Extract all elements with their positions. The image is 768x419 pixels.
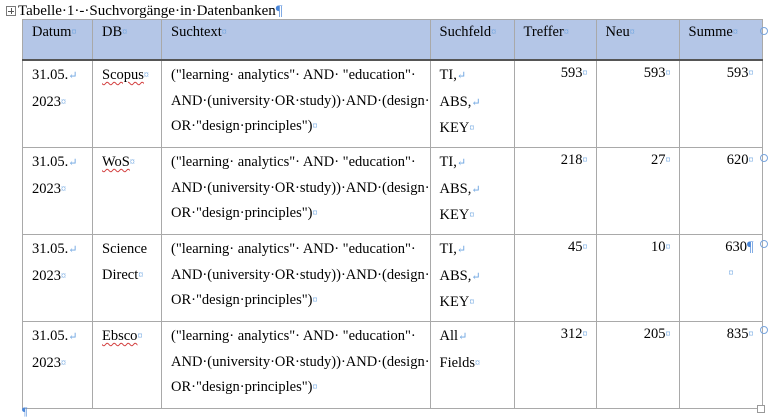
db-cell[interactable]: WoS¤ [92,147,162,235]
date-cell[interactable]: 31.05.↵ 2023¤ [22,234,93,322]
query-cell[interactable]: ("learning· analytics"· AND· "education"… [161,234,431,322]
db-cell[interactable]: Ebsco¤ [92,321,162,409]
search-table: Datum¤ DB¤ Suchtext¤ Suchfeld¤ Treffer¤ … [22,19,763,409]
field-cell[interactable]: All↵ Fields¤ [429,321,515,409]
new-cell[interactable]: 10¤ [595,234,680,322]
row-end-marker [760,240,768,248]
hits-cell[interactable]: 218¤ [513,147,597,235]
table-resize-handle-icon[interactable] [757,405,765,413]
date-cell[interactable]: 31.05.↵ 2023¤ [22,59,93,148]
table-row: 31.05.↵ 2023¤ Ebsco¤ ("learning· analytic… [22,321,763,409]
sum-cell[interactable]: 620¤ [678,147,763,235]
document-end-pilcrow: ¶ [22,404,28,418]
sum-cell[interactable]: 630¶ ¤ [678,234,763,322]
caption-text: Tabelle·1·-·Suchvorgänge·in·Datenbanken [18,2,276,19]
header-new[interactable]: Neu¤ [595,19,680,61]
field-cell[interactable]: TI,↵ ABS,↵ KEY¤ [429,234,515,322]
date-cell[interactable]: 31.05.↵ 2023¤ [22,147,93,235]
sum-cell[interactable]: 835¤ [678,321,763,409]
header-field[interactable]: Suchfeld¤ [429,19,515,61]
header-db[interactable]: DB¤ [92,19,162,61]
header-row: Datum¤ DB¤ Suchtext¤ Suchfeld¤ Treffer¤ … [22,19,763,61]
field-cell[interactable]: TI,↵ ABS,↵ KEY¤ [429,59,515,148]
sum-cell[interactable]: 593¤ [678,59,763,148]
hits-cell[interactable]: 45¤ [513,234,597,322]
hits-cell[interactable]: 593¤ [513,59,597,148]
query-cell[interactable]: ("learning· analytics"· AND· "education"… [161,59,431,148]
header-date[interactable]: Datum¤ [22,19,93,61]
header-query[interactable]: Suchtext¤ [161,19,431,61]
table-move-handle-icon[interactable] [6,6,16,16]
row-end-marker [760,154,768,162]
date-cell[interactable]: 31.05.↵ 2023¤ [22,321,93,409]
new-cell[interactable]: 27¤ [595,147,680,235]
row-end-marker [760,27,768,35]
table-row: 31.05.↵ 2023¤ Scopus¤ ("learning· analyti… [22,59,763,148]
row-end-marker [760,326,768,334]
field-cell[interactable]: TI,↵ ABS,↵ KEY¤ [429,147,515,235]
query-cell[interactable]: ("learning· analytics"· AND· "education"… [161,147,431,235]
table-row: 31.05.↵ 2023¤ Science Direct¤ ("learning· … [22,234,763,322]
db-cell[interactable]: Science Direct¤ [92,234,162,322]
table-row: 31.05.↵ 2023¤ WoS¤ ("learning· analytics"… [22,147,763,235]
query-cell[interactable]: ("learning· analytics"· AND· "education"… [161,321,431,409]
table-caption: Tabelle·1·-·Suchvorgänge·in·Datenbanken ¶ [6,2,283,20]
hits-cell[interactable]: 312¤ [513,321,597,409]
db-cell[interactable]: Scopus¤ [92,59,162,148]
header-sum[interactable]: Summe¤ [678,19,763,61]
header-hits[interactable]: Treffer¤ [513,19,597,61]
caption-pilcrow: ¶ [275,2,283,19]
new-cell[interactable]: 593¤ [595,59,680,148]
new-cell[interactable]: 205¤ [595,321,680,409]
